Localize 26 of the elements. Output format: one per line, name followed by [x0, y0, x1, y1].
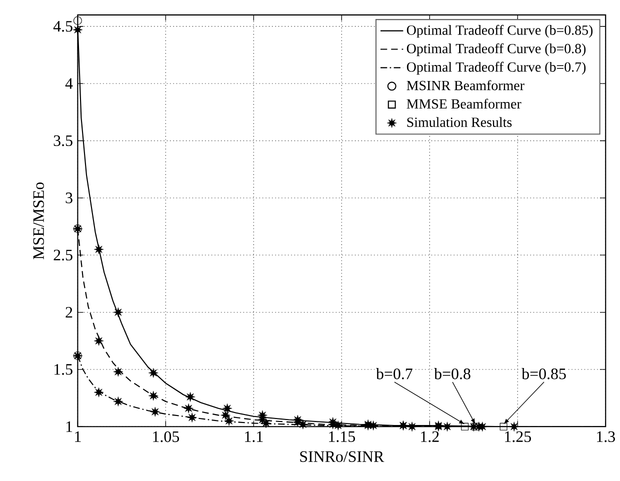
y-tick-label: 1.5 — [54, 364, 72, 375]
legend-label: Simulation Results — [407, 116, 512, 127]
x-tick-label: 1.25 — [505, 431, 531, 442]
annotation: b=0.85 — [522, 368, 566, 380]
y-tick-label: 3.5 — [54, 135, 72, 146]
y-tick-label: 2.5 — [54, 249, 72, 260]
y-tick-label: 3 — [66, 192, 72, 204]
x-tick-label: 1.3 — [597, 431, 615, 442]
x-tick-label: 1 — [75, 431, 81, 442]
x-axis-title: SINRo/SINR — [300, 451, 384, 462]
legend-label: Optimal Tradeoff Curve (b=0.85) — [406, 24, 593, 38]
annotation: b=0.7 — [376, 368, 412, 380]
y-tick-label: 2 — [66, 306, 72, 318]
x-tick-label: 1.1 — [245, 431, 263, 442]
legend-label: MMSE Beamformer — [406, 98, 522, 108]
annotation: b=0.8 — [434, 368, 470, 380]
legend-label: MSINR Beamformer — [406, 80, 524, 90]
legend-label: Optimal Tradeoff Curve (b=0.7) — [406, 62, 586, 74]
y-tick-label: 4.5 — [53, 20, 72, 32]
x-tick-label: 1.2 — [421, 431, 439, 442]
x-tick-label: 1.15 — [329, 431, 355, 442]
y-axis-title: MSE/MSEo — [33, 182, 44, 260]
y-tick-label: 4 — [65, 78, 73, 89]
legend-label: Optimal Tradeoff Curve (b=0.8) — [406, 43, 586, 56]
y-tick-label: 1 — [66, 421, 72, 432]
x-tick-label: 1.05 — [153, 431, 180, 442]
